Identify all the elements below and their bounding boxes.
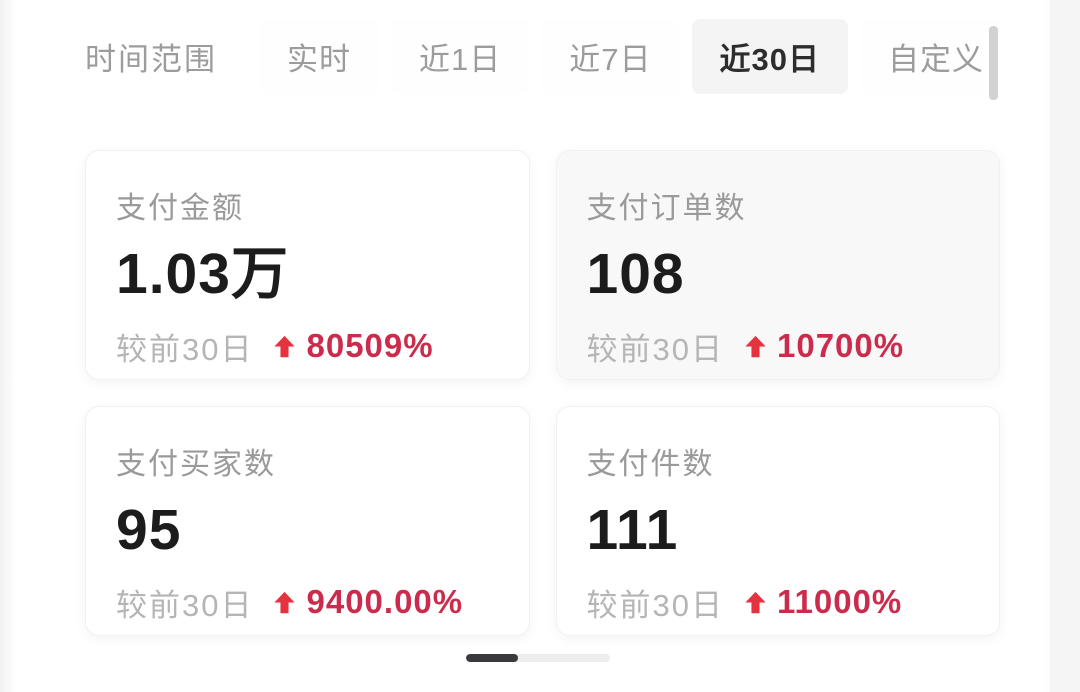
up-arrow-icon (745, 335, 766, 357)
compare-period-label: 较前30日 (116, 587, 254, 623)
tabs-scrollbar-thumb[interactable] (989, 26, 998, 100)
compare-period-label: 较前30日 (586, 587, 724, 623)
stat-delta-row: 较前30日 11000% (587, 580, 970, 625)
up-arrow-icon (274, 335, 296, 357)
stat-card-pay-amount[interactable]: 支付金额 1.03万 较前30日 80509% (85, 150, 530, 380)
stat-card-pay-orders[interactable]: 支付订单数 108 较前30日 10700% (555, 150, 1000, 380)
stat-value: 95 (116, 498, 182, 562)
up-arrow-icon (274, 591, 296, 613)
stat-delta-row: 较前30日 9400.00% (116, 580, 499, 625)
stats-grid: 支付金额 1.03万 较前30日 80509% 支付订单数 108 较前30日 … (85, 150, 1000, 636)
stat-delta-row: 较前30日 80509% (116, 324, 499, 369)
stat-card-pay-buyers[interactable]: 支付买家数 95 较前30日 9400.00% (85, 406, 530, 636)
compare-period-label: 较前30日 (586, 331, 724, 367)
stat-card-pay-items[interactable]: 支付件数 111 较前30日 11000% (555, 406, 1000, 636)
stat-title: 支付订单数 (586, 192, 747, 225)
compare-period-label: 较前30日 (116, 331, 254, 367)
stat-delta-row: 较前30日 10700% (587, 324, 970, 369)
stat-title: 支付买家数 (116, 448, 276, 481)
stat-value: 111 (586, 498, 679, 562)
stat-value: 1.03万 (116, 242, 289, 306)
tab-last-30-days[interactable]: 近30日 (691, 18, 848, 94)
time-range-tabs: 实时 近1日 近7日 近30日 自定义 (259, 18, 1000, 94)
scroll-indicator-thumb[interactable] (466, 654, 518, 662)
stat-value: 108 (586, 242, 685, 306)
tab-last-1-day[interactable]: 近1日 (391, 18, 530, 94)
left-edge-strip (0, 0, 16, 692)
time-range-bar: 时间范围 实时 近1日 近7日 近30日 自定义 (85, 18, 1000, 94)
time-range-label: 时间范围 (85, 41, 217, 77)
delta-percent: 9400.00% (306, 583, 464, 621)
tab-custom-range[interactable]: 自定义 (859, 18, 1000, 94)
stat-title: 支付件数 (586, 448, 715, 481)
up-arrow-icon (745, 591, 766, 613)
right-edge-strip (1050, 0, 1080, 692)
delta-percent: 80509% (306, 327, 434, 365)
delta-percent: 10700% (776, 327, 905, 365)
stat-title: 支付金额 (116, 192, 244, 225)
tab-last-7-days[interactable]: 近7日 (541, 18, 680, 94)
delta-percent: 11000% (776, 583, 903, 621)
tab-realtime[interactable]: 实时 (259, 18, 379, 94)
horizontal-scroll-indicator[interactable] (466, 654, 610, 662)
